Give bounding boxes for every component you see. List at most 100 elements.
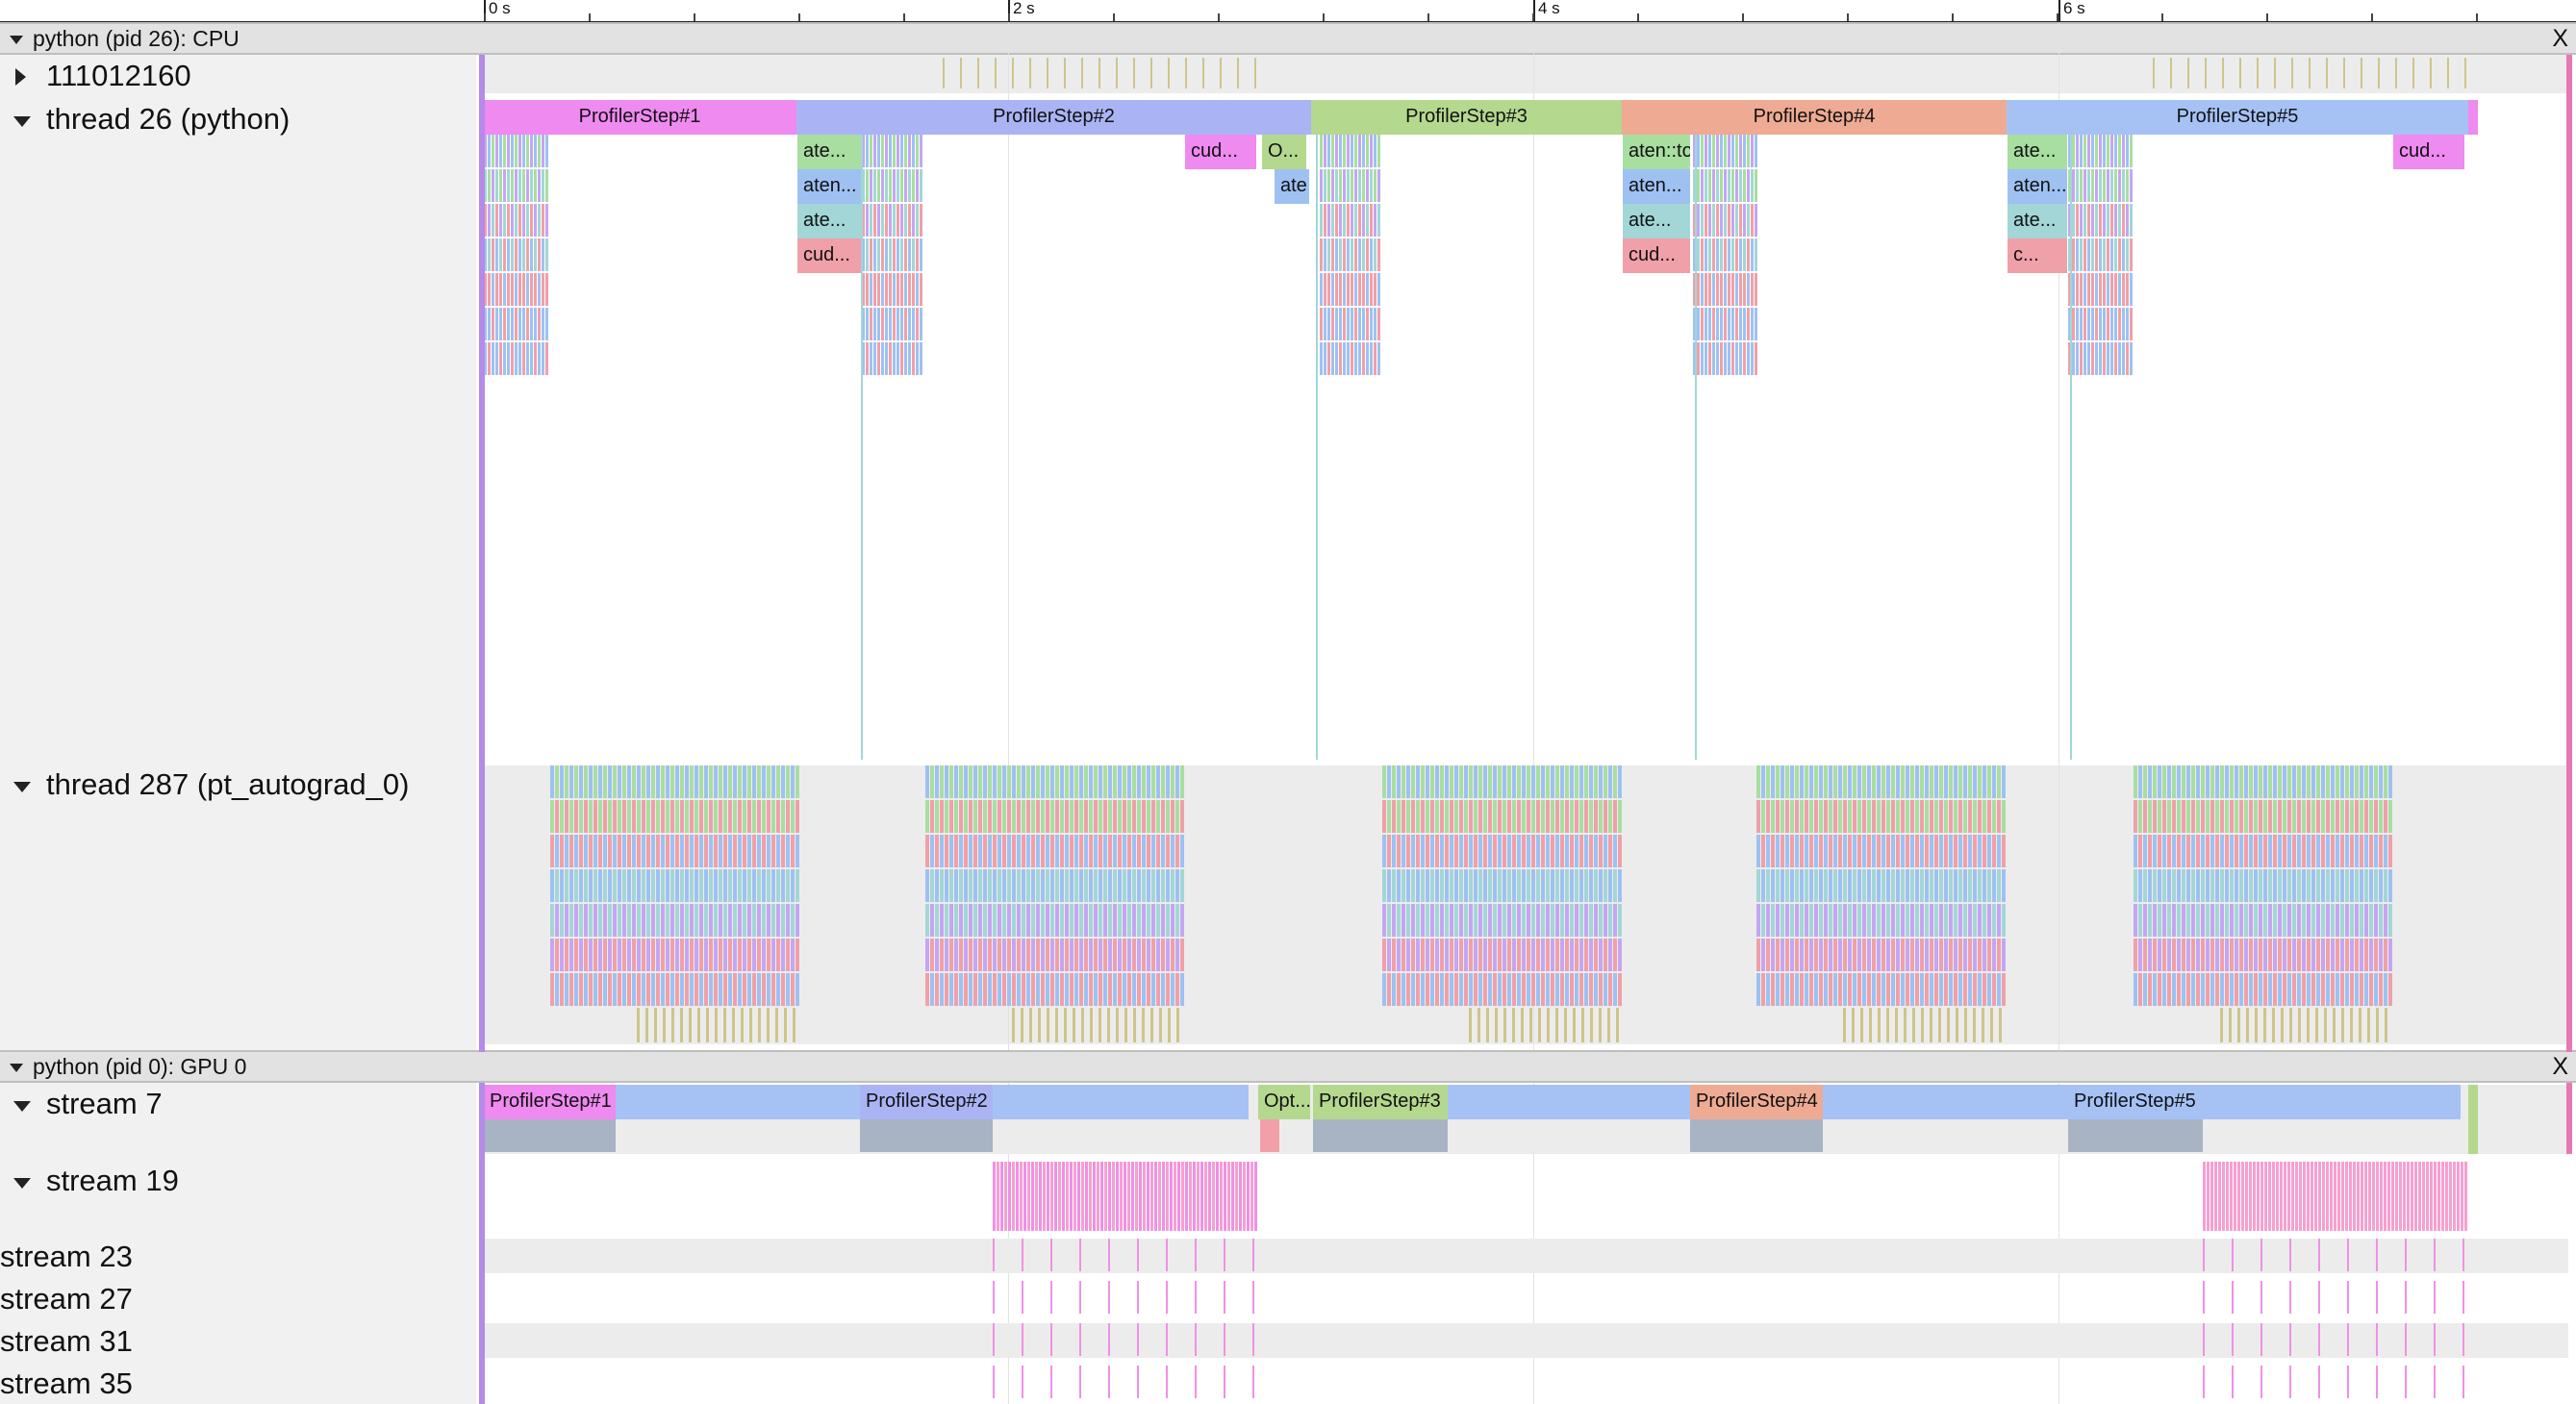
op-slice[interactable] (518, 204, 521, 237)
autograd-op-slice[interactable] (1829, 765, 1832, 798)
autograd-op-slice[interactable] (791, 765, 795, 798)
gpu-kernel-slice[interactable] (2289, 1239, 2291, 1271)
autograd-op-slice[interactable] (2186, 800, 2190, 833)
autograd-op-slice[interactable] (666, 869, 669, 902)
op-slice[interactable] (507, 308, 510, 340)
autograd-op-slice[interactable] (569, 869, 573, 902)
autograd-op-slice[interactable] (656, 835, 660, 867)
autograd-op-slice[interactable] (1570, 835, 1574, 867)
autograd-op-slice[interactable] (709, 800, 713, 833)
autograd-op-slice[interactable] (1503, 904, 1506, 937)
op-slice[interactable] (1720, 342, 1723, 375)
op-slice[interactable] (1751, 169, 1754, 202)
autograd-op-slice[interactable] (1546, 939, 1550, 971)
op-slice[interactable] (503, 308, 506, 340)
autograd-op-slice[interactable] (627, 904, 631, 937)
autograd-op-slice[interactable] (1891, 904, 1895, 937)
autograd-op-slice[interactable] (565, 904, 568, 937)
autograd-op-slice[interactable] (2331, 904, 2335, 937)
op-slice[interactable] (1735, 238, 1738, 271)
autograd-op-slice[interactable] (949, 973, 953, 1006)
autograd-op-slice[interactable] (1877, 835, 1881, 867)
op-slice[interactable]: cud... (797, 238, 861, 273)
op-slice[interactable] (530, 169, 533, 202)
autograd-op-slice[interactable] (1973, 939, 1977, 971)
autograd-op-slice[interactable] (1050, 765, 1054, 798)
op-slice[interactable] (507, 169, 510, 202)
autograd-op-slice[interactable] (1161, 904, 1165, 937)
autograd-op-slice[interactable] (2254, 869, 2258, 902)
autograd-op-slice[interactable] (675, 835, 679, 867)
autograd-op-slice[interactable] (560, 765, 564, 798)
op-slice[interactable] (2126, 204, 2129, 237)
autograd-op-slice[interactable] (1469, 765, 1473, 798)
op-slice[interactable] (920, 135, 922, 167)
autograd-op-slice[interactable] (2172, 939, 2176, 971)
autograd-op-slice[interactable] (1901, 800, 1905, 833)
autograd-op-slice[interactable] (2244, 765, 2248, 798)
autograd-op-slice[interactable] (1507, 904, 1511, 937)
autograd-op-slice[interactable] (1833, 800, 1837, 833)
autograd-op-slice[interactable] (1862, 765, 1866, 798)
autograd-op-slice[interactable] (589, 939, 593, 971)
autograd-op-slice[interactable] (1895, 1008, 1898, 1042)
autograd-op-slice[interactable] (786, 973, 790, 1006)
autograd-op-slice[interactable] (593, 973, 597, 1006)
gpu-kernel-slice[interactable] (1050, 1239, 1052, 1271)
autograd-op-slice[interactable] (747, 800, 751, 833)
autograd-op-slice[interactable] (1065, 765, 1069, 798)
autograd-op-slice[interactable] (1416, 765, 1420, 798)
autograd-op-slice[interactable] (680, 765, 684, 798)
autograd-op-slice[interactable] (1029, 1008, 1032, 1042)
counter-tick[interactable] (1099, 58, 1100, 88)
autograd-op-slice[interactable] (1555, 1008, 1558, 1042)
autograd-op-slice[interactable] (1445, 800, 1449, 833)
op-slice[interactable] (2068, 169, 2071, 202)
autograd-op-slice[interactable] (690, 904, 694, 937)
autograd-op-slice[interactable] (1920, 939, 1924, 971)
op-slice[interactable] (2110, 204, 2113, 237)
op-slice[interactable] (1324, 238, 1326, 271)
autograd-op-slice[interactable] (1089, 800, 1093, 833)
gpu-kernel-slice[interactable] (2457, 1162, 2460, 1231)
gpu-kernel-slice[interactable] (2411, 1162, 2413, 1231)
autograd-op-slice[interactable] (1973, 800, 1977, 833)
counter-track[interactable] (485, 55, 2568, 93)
autograd-op-slice[interactable] (1618, 800, 1622, 833)
autograd-op-slice[interactable] (1795, 904, 1799, 937)
autograd-op-slice[interactable] (1171, 835, 1174, 867)
op-slice[interactable] (1358, 238, 1361, 271)
op-slice[interactable] (2084, 169, 2086, 202)
autograd-op-slice[interactable] (1565, 835, 1569, 867)
autograd-op-slice[interactable] (2259, 835, 2262, 867)
op-slice[interactable] (2076, 135, 2079, 167)
autograd-op-slice[interactable] (2307, 904, 2311, 937)
autograd-op-slice[interactable] (2345, 939, 2349, 971)
autograd-op-slice[interactable] (1483, 800, 1487, 833)
op-slice[interactable] (1695, 135, 1697, 760)
autograd-op-slice[interactable] (1565, 939, 1569, 971)
autograd-op-slice[interactable] (1584, 869, 1588, 902)
op-slice[interactable] (534, 169, 537, 202)
autograd-op-slice[interactable] (786, 869, 790, 902)
autograd-op-slice[interactable] (743, 835, 746, 867)
autograd-op-slice[interactable] (1987, 973, 1991, 1006)
autograd-op-slice[interactable] (690, 765, 694, 798)
autograd-op-slice[interactable] (2220, 869, 2224, 902)
op-slice[interactable] (511, 204, 514, 237)
op-slice[interactable] (2068, 204, 2071, 237)
autograd-op-slice[interactable] (1060, 939, 1064, 971)
op-slice[interactable] (1712, 238, 1715, 271)
autograd-op-slice[interactable] (2210, 765, 2214, 798)
op-slice[interactable] (530, 135, 533, 167)
autograd-op-slice[interactable] (1089, 939, 1093, 971)
autograd-op-slice[interactable] (1488, 765, 1492, 798)
autograd-op-slice[interactable] (1872, 800, 1876, 833)
autograd-op-slice[interactable] (1070, 869, 1073, 902)
autograd-op-slice[interactable] (1584, 800, 1588, 833)
autograd-op-slice[interactable] (2374, 869, 2378, 902)
autograd-op-slice[interactable] (2259, 904, 2262, 937)
autograd-op-slice[interactable] (714, 904, 718, 937)
autograd-op-slice[interactable] (1795, 765, 1799, 798)
autograd-op-slice[interactable] (618, 973, 621, 1006)
